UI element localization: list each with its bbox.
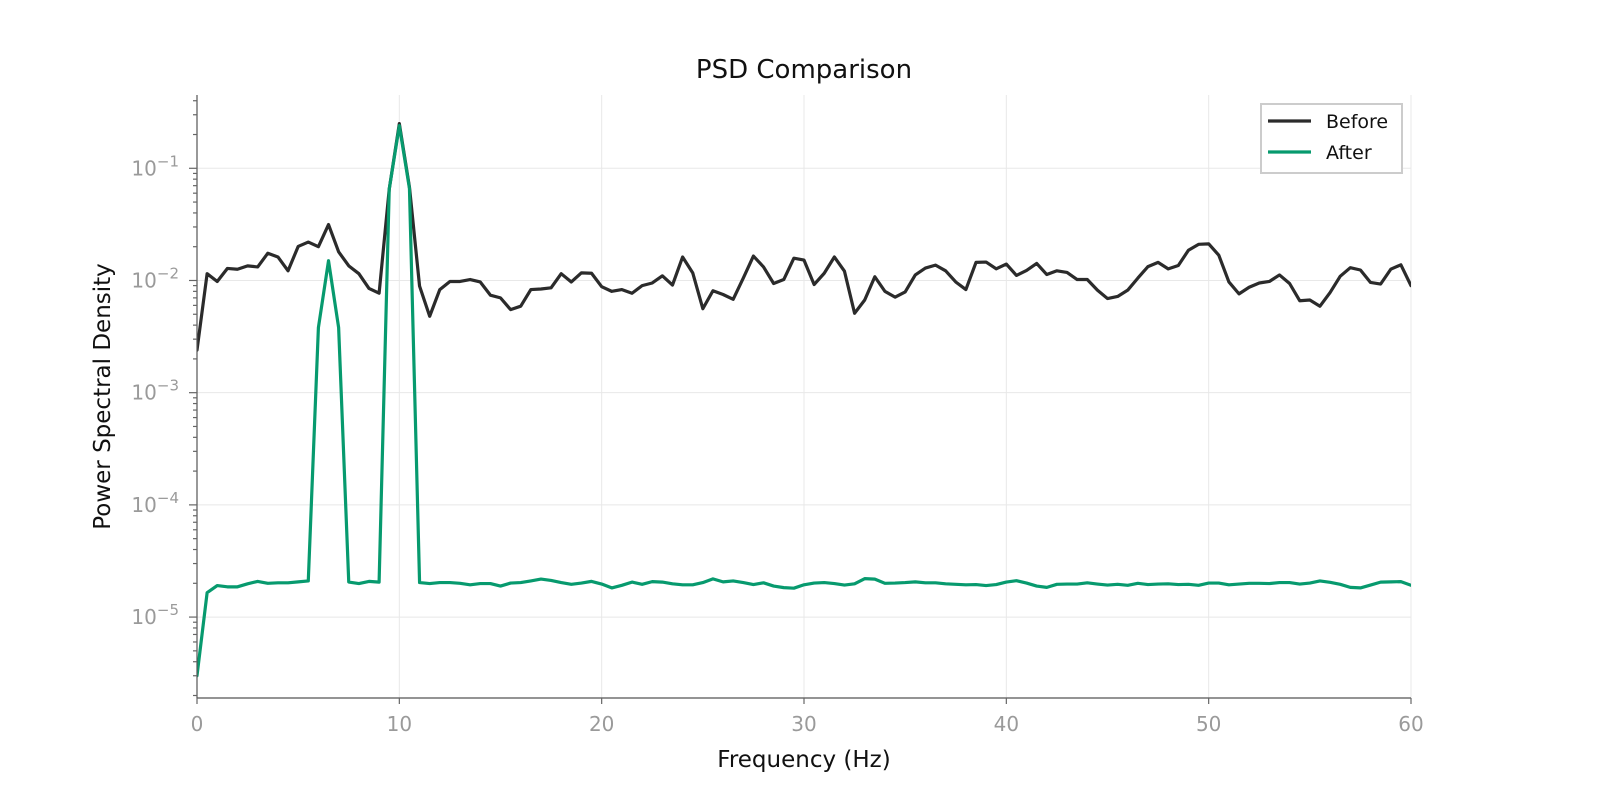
y-tick-label: 10−4	[131, 489, 179, 517]
y-tick-label: 10−1	[131, 152, 179, 180]
series-lines	[197, 122, 1411, 678]
x-tick-label: 60	[1398, 712, 1423, 736]
y-tick-exponent: −5	[157, 601, 179, 619]
grid	[196, 95, 1412, 698]
x-tick-label: 30	[791, 712, 816, 736]
y-tick-base: 10	[131, 156, 156, 180]
y-tick-base: 10	[131, 605, 156, 629]
x-tick-label: 20	[589, 712, 614, 736]
legend-box	[1260, 103, 1403, 174]
x-tick-label: 0	[191, 712, 204, 736]
series-line-after	[197, 124, 1411, 678]
y-tick-label: 10−5	[131, 601, 179, 629]
y-tick-exponent: −4	[157, 489, 179, 507]
series-line-before	[197, 122, 1411, 352]
y-tick-label: 10−3	[131, 377, 179, 405]
x-tick-label: 10	[387, 712, 412, 736]
legend-label-after: After	[1326, 142, 1372, 164]
y-tick-label: 10−2	[131, 264, 179, 292]
chart-title: PSD Comparison	[696, 55, 912, 85]
x-tick-label: 50	[1196, 712, 1221, 736]
y-tick-exponent: −2	[157, 264, 179, 282]
y-tick-base: 10	[131, 268, 156, 292]
x-tick-label: 40	[994, 712, 1019, 736]
y-tick-base: 10	[131, 381, 156, 405]
y-tick-exponent: −1	[157, 152, 179, 170]
legend: Before After	[1260, 103, 1403, 174]
y-tick-exponent: −3	[157, 377, 179, 395]
y-tick-base: 10	[131, 493, 156, 517]
x-axis-label: Frequency (Hz)	[717, 747, 890, 773]
y-axis-label: Power Spectral Density	[90, 263, 116, 530]
legend-label-before: Before	[1326, 111, 1388, 133]
